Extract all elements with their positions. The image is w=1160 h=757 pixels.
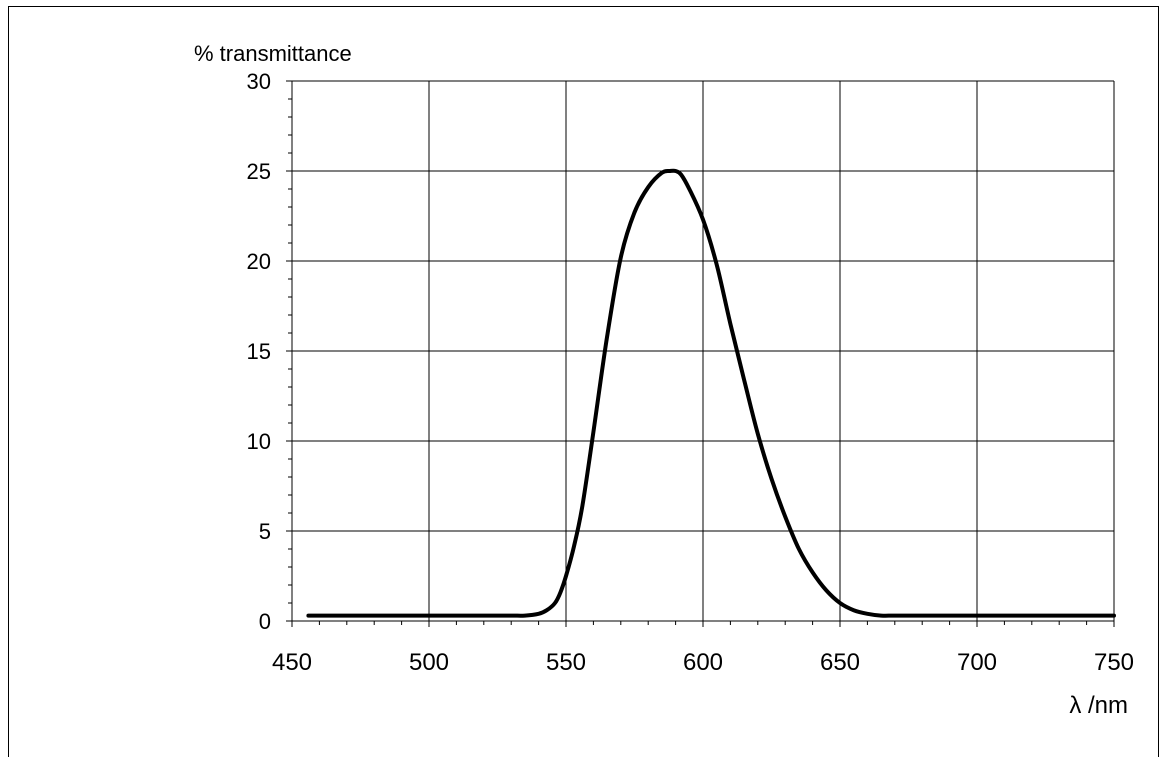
- x-axis-label: λ /nm: [1069, 692, 1128, 719]
- y-tick-label: 15: [247, 339, 271, 364]
- x-tick-labels: 450 500 550 600 650 700 750: [272, 649, 1134, 676]
- x-tick-label: 450: [272, 649, 312, 676]
- y-axis-label: % transmittance: [194, 41, 352, 66]
- minor-ticks: [288, 98, 1088, 625]
- y-tick-label: 5: [259, 519, 271, 544]
- x-tick-label: 550: [546, 649, 586, 676]
- grid: [286, 80, 1115, 627]
- y-tick-label: 20: [247, 249, 271, 274]
- x-tick-label: 750: [1094, 649, 1134, 676]
- y-tick-label: 25: [247, 159, 271, 184]
- y-tick-label: 30: [247, 69, 271, 94]
- x-tick-label: 500: [409, 649, 449, 676]
- y-tick-labels: 0 5 10 15 20 25 30: [247, 69, 271, 634]
- y-tick-label: 10: [247, 429, 271, 454]
- x-tick-label: 600: [683, 649, 723, 676]
- transmittance-series-line: [306, 168, 1116, 618]
- x-tick-label: 700: [957, 649, 997, 676]
- x-tick-label: 650: [820, 649, 860, 676]
- axes: [291, 81, 1114, 622]
- y-tick-label: 0: [259, 609, 271, 634]
- figure-border: [8, 6, 1159, 757]
